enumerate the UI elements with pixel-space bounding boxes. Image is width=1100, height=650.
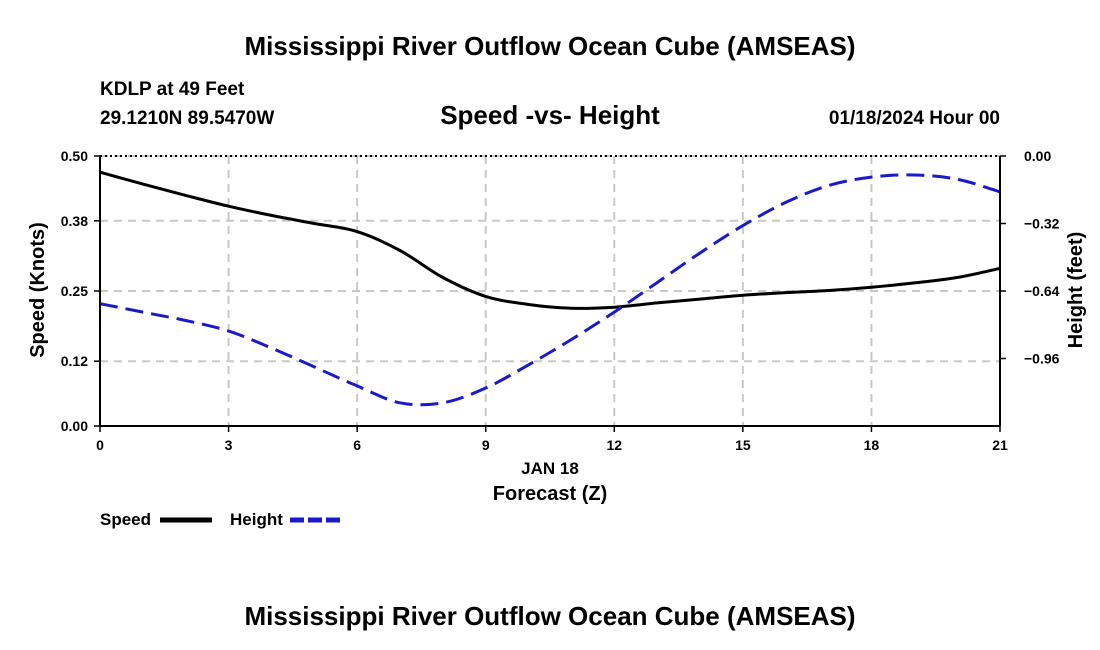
y-right-tick-label: 0.00	[1024, 148, 1051, 164]
gridlines	[100, 155, 1000, 427]
y-right-tick-label: −0.32	[1024, 216, 1060, 232]
x-date-label: JAN 18	[521, 459, 579, 478]
x-tick-label: 0	[96, 437, 104, 453]
axes-layer: 0 3 6 9 12 15 18 21 0.00 0.12 0.25 0.38 0.50 0.00 −0.3…	[61, 148, 1060, 453]
x-tick-label: 9	[482, 437, 490, 453]
speed-series-line	[99, 170, 1001, 310]
height-series-line	[99, 173, 1001, 407]
legend-speed-label: Speed	[100, 510, 151, 529]
footer-title: Mississippi River Outflow Ocean Cube (AM…	[244, 601, 855, 631]
x-tick-label: 15	[735, 437, 751, 453]
legend: Speed Height	[100, 510, 342, 529]
y-left-tick-label: 0.25	[61, 283, 88, 299]
x-tick-label: 18	[864, 437, 880, 453]
y-left-tick-label: 0.12	[61, 353, 88, 369]
y-right-tick-label: −0.64	[1024, 283, 1060, 299]
y-right-axis-label: Height (feet)	[1065, 232, 1087, 349]
main-title: Mississippi River Outflow Ocean Cube (AM…	[244, 31, 855, 61]
chart-subtitle: Speed -vs- Height	[440, 100, 660, 130]
coordinates-label: 29.1210N 89.5470W	[100, 108, 274, 129]
forecast-date-label: 01/18/2024 Hour 00	[829, 108, 1000, 129]
x-tick-label: 3	[225, 437, 233, 453]
y-right-tick-label: −0.96	[1024, 351, 1060, 367]
y-left-tick-label: 0.38	[61, 213, 88, 229]
x-tick-label: 6	[353, 437, 361, 453]
x-axis-label: Forecast (Z)	[493, 483, 607, 505]
x-tick-label: 21	[992, 437, 1008, 453]
y-left-tick-label: 0.00	[61, 418, 88, 434]
y-left-tick-label: 0.50	[61, 148, 88, 164]
y-left-axis-label: Speed (Knots)	[27, 222, 49, 358]
station-label: KDLP at 49 Feet	[100, 79, 245, 100]
legend-height-label: Height	[230, 510, 283, 529]
x-tick-label: 12	[606, 437, 622, 453]
series-layer	[99, 170, 1001, 407]
